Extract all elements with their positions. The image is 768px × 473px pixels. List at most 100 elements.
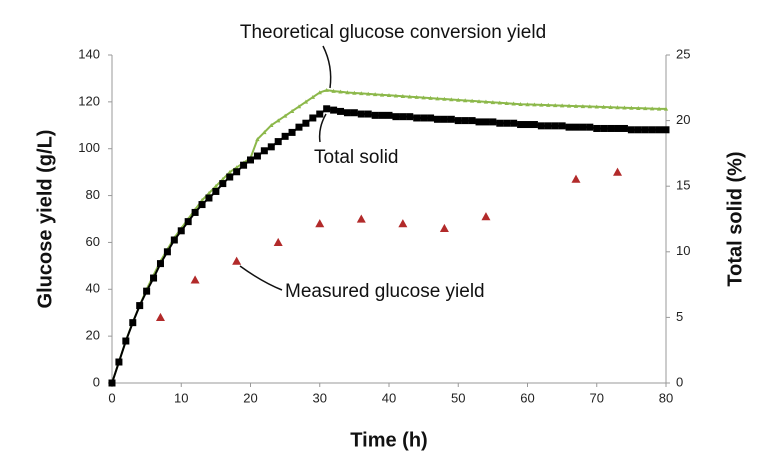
data-point [156, 260, 164, 268]
data-point [454, 117, 462, 125]
data-point [399, 113, 407, 121]
data-point [255, 137, 260, 142]
data-point [212, 187, 220, 195]
data-point [428, 95, 433, 100]
data-point [316, 110, 324, 118]
data-point [337, 107, 345, 115]
data-point [566, 103, 572, 108]
data-point [190, 275, 200, 284]
data-point [184, 218, 192, 226]
data-point [456, 97, 461, 102]
annotation: Measured glucose yield [285, 281, 485, 302]
data-point [620, 124, 628, 132]
data-point [302, 119, 310, 127]
data-point [331, 88, 336, 93]
data-point [573, 103, 579, 108]
data-point [427, 114, 435, 122]
series-line [111, 89, 666, 384]
x-tick-label: 60 [520, 390, 534, 405]
data-point [627, 126, 635, 134]
data-point [226, 173, 234, 181]
data-point [601, 104, 606, 109]
data-point [594, 104, 599, 109]
data-point [435, 96, 440, 101]
data-point [608, 105, 613, 110]
data-point [572, 123, 580, 131]
data-point [663, 106, 669, 111]
data-point [469, 98, 475, 103]
data-point [323, 105, 331, 113]
data-point [170, 236, 178, 244]
data-point [643, 106, 648, 111]
data-point [433, 115, 441, 123]
x-tick-label: 30 [313, 390, 327, 405]
data-point [510, 119, 518, 127]
y-tick-label: 80 [86, 187, 100, 202]
data-point [447, 115, 455, 123]
data-point [260, 147, 268, 155]
x-tick-label: 10 [174, 390, 188, 405]
data-point [357, 110, 365, 118]
data-point [364, 110, 372, 118]
y2-axis-title: Total solid (%) [724, 151, 746, 286]
data-point [269, 123, 274, 128]
data-point [649, 106, 655, 111]
data-point [481, 212, 491, 221]
y2-tick-label: 15 [676, 178, 690, 193]
data-point [345, 90, 350, 95]
data-point [461, 117, 469, 125]
data-point [281, 132, 289, 140]
data-point [274, 138, 282, 146]
leader-total-solid [318, 113, 327, 143]
data-point [504, 101, 509, 106]
data-point [420, 114, 428, 122]
data-point [199, 198, 205, 203]
data-point [350, 109, 358, 117]
data-point [227, 169, 232, 174]
data-point [400, 94, 406, 98]
data-point [276, 118, 281, 123]
data-point [143, 287, 151, 295]
data-point [614, 124, 622, 132]
data-point [288, 128, 296, 136]
data-point [177, 227, 185, 235]
data-point [641, 126, 649, 134]
data-point [359, 91, 364, 96]
data-point [468, 117, 476, 125]
data-point [343, 109, 351, 117]
data-point [356, 214, 366, 223]
data-point [439, 223, 449, 232]
data-point [406, 113, 414, 121]
y-axis-title: Glucose yield (g/L) [34, 130, 56, 309]
data-point [476, 99, 482, 104]
data-point [136, 302, 144, 310]
y2-tick-label: 10 [676, 243, 690, 258]
data-point [206, 191, 212, 195]
y2-tick-label: 5 [676, 309, 683, 324]
data-point [615, 105, 620, 110]
data-point [108, 379, 116, 387]
data-point [240, 161, 248, 169]
data-point [324, 87, 329, 92]
y2-tick-label: 25 [676, 46, 690, 61]
data-point [525, 102, 530, 107]
data-point [352, 90, 357, 95]
x-tick-label: 40 [382, 390, 396, 405]
data-point [511, 101, 516, 106]
leader-measured [239, 265, 283, 291]
data-point [315, 219, 325, 228]
data-point [532, 102, 537, 107]
data-point [662, 126, 670, 134]
x-tick-label: 20 [243, 390, 257, 405]
data-point [537, 122, 545, 130]
data-point [496, 119, 504, 127]
data-point [191, 208, 199, 216]
data-point [386, 93, 392, 98]
data-point [421, 95, 426, 100]
data-point [150, 274, 158, 282]
data-point [129, 319, 137, 327]
data-point [482, 118, 490, 126]
data-point [303, 99, 309, 104]
data-point [232, 256, 242, 265]
